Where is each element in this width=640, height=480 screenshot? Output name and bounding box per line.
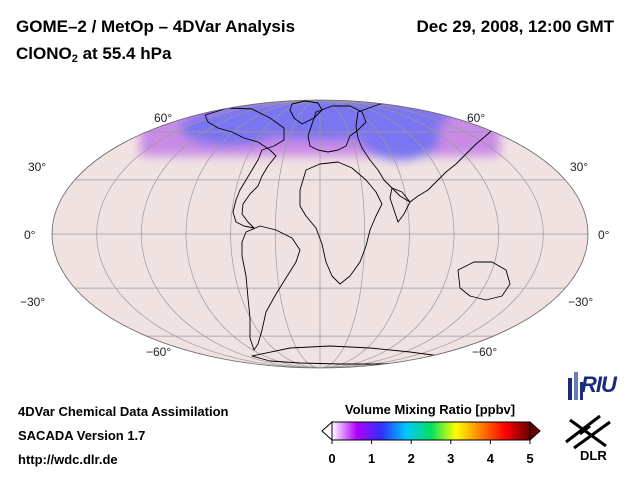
species-level-label: ClONO2 at 55.4 hPa [16,44,171,65]
colorbar-gradient [331,421,531,441]
species-level: at 55.4 hPa [77,44,172,63]
graticule [52,100,588,368]
map-border [51,99,589,369]
colorbar-tick-label: 0 [328,451,335,466]
map-title: GOME–2 / MetOp – 4DVar Analysis [16,17,296,36]
colorbar-tick-label: 5 [526,451,533,466]
species-subscript: 2 [71,53,78,65]
coast-north-america [204,107,285,229]
meridian-line [319,100,544,368]
colorbar-tick-label: 1 [368,451,375,466]
coast-india [389,187,411,223]
analysis-datetime: Dec 29, 2008, 12:00 GMT [416,17,614,36]
coast-australia [457,261,511,301]
riu-logo-mark-icon [568,372,583,400]
lat-label-30n-left: 30° [28,160,46,174]
ozone-lobe-asia [360,116,440,160]
meridian-line [140,100,321,368]
colorbar-title: Volume Mixing Ratio [ppbv] [344,402,516,417]
coast-africa [299,161,383,285]
colorbar-tick-label: 4 [487,451,495,466]
lat-label-30n-right: 30° [570,160,588,174]
colorbar-tick-label: 3 [447,451,454,466]
meridian-line [185,100,321,368]
lat-label-30s-left: −30° [20,295,45,309]
coast-south-america [241,225,301,351]
colorbar-max-arrow [529,420,541,442]
meridian-line [319,100,366,368]
meridian-line [319,100,455,368]
riu-logo: RIU [581,372,617,397]
world-map: 60° 60° 30° 30° 0° 0° −30° −30° −60° −60… [20,99,610,369]
lat-label-30s-right: −30° [568,295,593,309]
dlr-logo: DLR [580,448,607,463]
lat-label-eq-right: 0° [598,228,610,242]
lat-label-eq-left: 0° [24,228,36,242]
lat-label-60s-left: −60° [146,345,171,359]
colorbar-ticks: 0 1 2 3 4 5 [328,440,534,466]
meridian-line [96,100,321,368]
species-name: ClONO [16,44,72,63]
lat-label-60s-right: −60° [472,345,497,359]
coast-europe [307,105,367,153]
footer-project: 4DVar Chemical Data Assimilation [18,404,229,419]
meridian-line [319,100,500,368]
dlr-logo-mark-icon [565,414,611,450]
meridian-line [274,100,321,368]
colorbar-tick-label: 2 [408,451,415,466]
lat-label-60n-left: 60° [154,111,172,125]
footer-url[interactable]: http://wdc.dlr.de [18,452,118,467]
footer-version: SACADA Version 1.7 [18,428,146,443]
map-field [52,100,588,368]
meridian-line [230,100,321,368]
latitude-labels: 60° 60° 30° 30° 0° 0° −30° −30° −60° −60… [20,111,610,359]
meridian-line [319,100,410,368]
lat-label-60n-right: 60° [467,111,485,125]
colorbar-min-arrow [321,420,333,442]
